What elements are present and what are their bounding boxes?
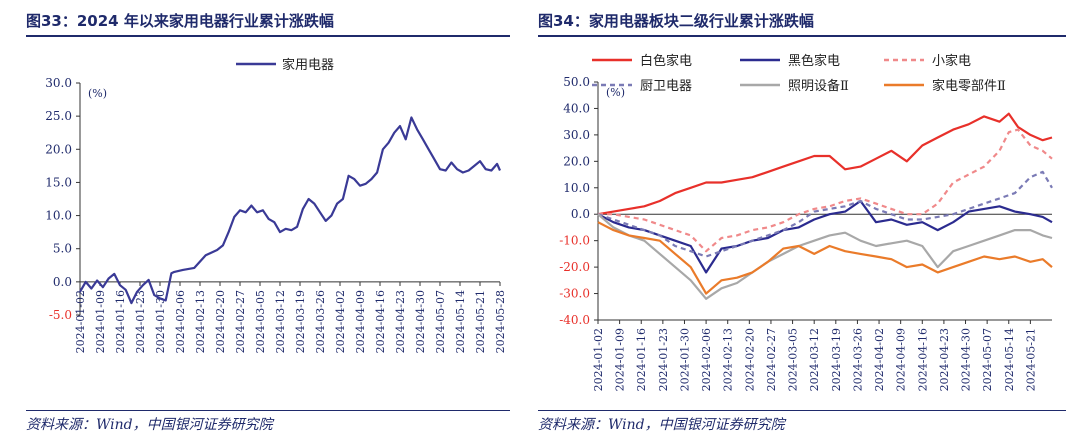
right-xtick-label: 2024-05-07: [981, 328, 994, 391]
left-bottom-rule: [26, 410, 510, 411]
right-xtick-label: 2024-01-16: [635, 328, 648, 391]
left-chart-title: 图33：2024 年以来家用电器行业累计涨跌幅: [26, 12, 334, 30]
left-chart-svg: 30.0 25.0 20.0 15.0 10.0 5.0 0.0 -5.0 (%) 2024-01…: [45, 57, 507, 353]
right-ytick-label: -10.0: [559, 234, 590, 248]
right-chart-panel: 图34：家用电器板块二级行业累计涨跌幅 50.0 40.0 30.0 20.0 10.0…: [530, 0, 1080, 442]
left-ytick-label: 25.0: [45, 109, 72, 123]
right-xtick-label: 2024-03-26: [851, 328, 864, 391]
left-xtick-label: 2024-02-06: [174, 290, 187, 353]
left-xtick-label: 2024-04-16: [374, 290, 387, 353]
left-legend-label: 家用电器: [282, 57, 334, 73]
right-legend-label-5: 家电零部件Ⅱ: [932, 78, 1006, 94]
right-legend-label-2: 小家电: [932, 53, 971, 69]
left-xtick-label: 2024-03-26: [314, 290, 327, 353]
right-xtick-label: 2024-02-06: [700, 328, 713, 391]
left-ytick-label: 10.0: [45, 209, 72, 223]
right-xtick-label: 2024-04-09: [895, 328, 908, 391]
left-xtick-label: 2024-01-16: [114, 290, 127, 353]
right-ytick-label: 40.0: [563, 101, 590, 115]
right-xtick-label: 2024-03-05: [787, 328, 800, 391]
left-xtick-label: 2024-01-23: [134, 290, 147, 353]
right-ytick-label: 30.0: [563, 128, 590, 142]
right-xtick-label: 2024-02-27: [765, 328, 778, 391]
right-xtick-label: 2024-01-02: [592, 328, 605, 391]
left-ytick-label: 30.0: [45, 76, 72, 90]
left-ytick-label: 20.0: [45, 142, 72, 156]
right-xtick-label: 2024-01-23: [657, 328, 670, 391]
left-xtick-label: 2024-01-30: [154, 290, 167, 353]
left-ytick-label: 0.0: [53, 275, 72, 289]
left-title-rule: [26, 35, 510, 37]
right-ytick-label: 20.0: [563, 154, 590, 168]
left-source-note: 资料来源：Wind，中国银河证券研究院: [26, 417, 273, 433]
right-ytick-label: -20.0: [559, 260, 590, 274]
right-xtick-label: 2024-02-13: [722, 328, 735, 391]
right-xtick-label: 2024-02-20: [743, 328, 756, 391]
left-xtick-label: 2024-02-27: [234, 290, 247, 353]
left-chart-panel: 图33：2024 年以来家用电器行业累计涨跌幅 30.0 25.0 20.0 15.0…: [0, 0, 520, 442]
left-xtick-label: 2024-02-13: [194, 290, 207, 353]
right-xtick-label: 2024-04-02: [873, 328, 886, 391]
right-xtick-label: 2024-04-16: [916, 328, 929, 391]
left-series-line-0: [79, 116, 502, 305]
left-unit-label: (%): [88, 87, 107, 100]
left-xtick-label: 2024-01-09: [94, 290, 107, 353]
left-xtick-label: 2024-04-09: [354, 290, 367, 353]
left-xtick-label: 2024-03-19: [294, 290, 307, 353]
left-ytick-label: 15.0: [45, 175, 72, 189]
left-xtick-label: 2024-01-02: [74, 290, 87, 353]
right-legend-label-4: 照明设备Ⅱ: [788, 78, 849, 94]
right-ytick-label: -30.0: [559, 287, 590, 301]
right-unit-label: (%): [606, 86, 625, 99]
left-xtick-label: 2024-03-05: [254, 290, 267, 353]
right-legend-label-3: 厨卫电器: [640, 79, 692, 94]
left-ytick-label: -5.0: [49, 308, 72, 322]
right-series-line-0: [597, 112, 1053, 216]
right-legend-label-1: 黑色家电: [788, 53, 840, 69]
right-chart-svg: 50.0 40.0 30.0 20.0 10.0 0.0 -10.0 -20.0 -30.0 -4…: [559, 53, 1053, 391]
right-chart-title: 图34：家用电器板块二级行业累计涨跌幅: [538, 12, 814, 30]
right-series-line-5: [597, 221, 1053, 295]
left-xtick-label: 2024-05-21: [474, 290, 487, 353]
left-xtick-label: 2024-02-20: [214, 290, 227, 353]
left-ytick-label: 5.0: [53, 242, 72, 256]
right-title-rule: [538, 35, 1066, 37]
right-xtick-label: 2024-05-14: [1003, 328, 1016, 391]
left-xtick-label: 2024-05-14: [454, 290, 467, 353]
right-ytick-label: 50.0: [563, 75, 590, 89]
right-series-line-1: [597, 199, 1053, 274]
right-ytick-label: 0.0: [571, 207, 590, 221]
right-xtick-label: 2024-04-30: [960, 328, 973, 391]
right-series-line-4: [597, 213, 1053, 300]
right-bottom-rule: [538, 410, 1066, 411]
left-xtick-label: 2024-05-28: [494, 290, 507, 353]
right-xtick-label: 2024-01-30: [678, 328, 691, 391]
right-xtick-label: 2024-05-21: [1024, 328, 1037, 391]
left-xtick-label: 2024-05-07: [434, 290, 447, 353]
right-ytick-label: -40.0: [559, 313, 590, 327]
right-series-line-2: [598, 128, 1053, 253]
left-xtick-label: 2024-04-02: [334, 290, 347, 353]
right-legend-label-0: 白色家电: [640, 53, 692, 69]
left-xtick-label: 2024-04-30: [414, 290, 427, 353]
right-xtick-label: 2024-03-19: [830, 328, 843, 391]
left-xtick-label: 2024-04-23: [394, 290, 407, 353]
right-xtick-label: 2024-01-09: [614, 328, 627, 391]
left-xtick-label: 2024-03-12: [274, 290, 287, 353]
right-ytick-label: 10.0: [563, 181, 590, 195]
right-xtick-label: 2024-03-12: [808, 328, 821, 391]
right-series-line-3: [597, 170, 1053, 258]
right-source-note: 资料来源：Wind，中国银河证券研究院: [538, 417, 785, 433]
right-xtick-label: 2024-04-23: [938, 328, 951, 391]
